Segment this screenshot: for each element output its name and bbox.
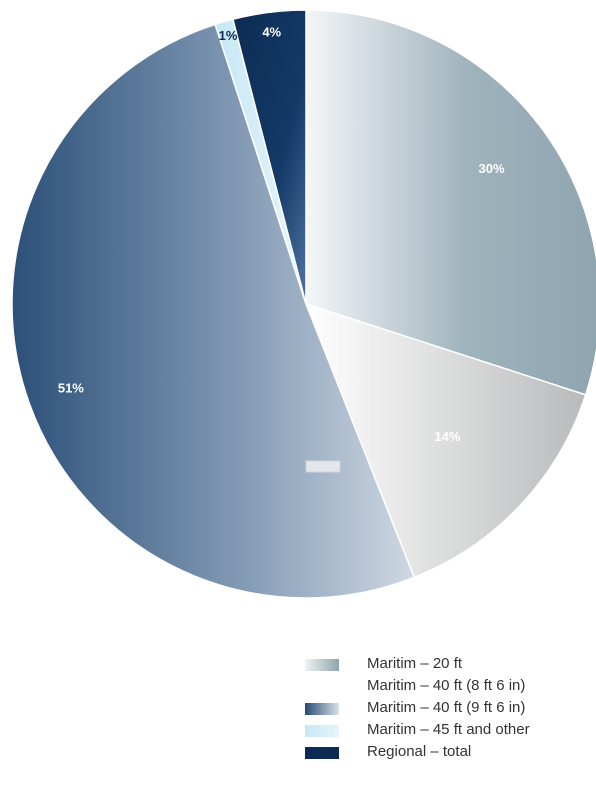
legend-label: Maritim – 45 ft and other: [367, 721, 530, 738]
pie-slice: [11, 23, 416, 599]
legend-label: Maritim – 40 ft (8 ft 6 in): [367, 677, 526, 694]
pie-slice: [304, 302, 587, 579]
slice-label: 30%: [479, 161, 505, 176]
legend-label: Regional – total: [367, 743, 472, 760]
legend-item-maritim-40ft-8ft6in: Maritim – 40 ft (8 ft 6 in): [305, 676, 595, 698]
legend-swatch: [305, 703, 339, 715]
legend-item-maritim-20ft: Maritim – 20 ft: [305, 654, 595, 676]
legend-label: Maritim – 40 ft (9 ft 6 in): [367, 699, 526, 716]
legend-item-regional-total: Regional – total: [305, 742, 595, 764]
legend-item-maritim-45ft-other: Maritim – 45 ft and other: [305, 720, 595, 742]
pie-slice: [231, 9, 307, 305]
slice-label: 1%: [219, 28, 238, 43]
legend: Maritim – 20 ft Maritim – 40 ft (8 ft 6 …: [305, 654, 595, 764]
legend-swatch: [305, 659, 339, 671]
slice-label: 4%: [262, 25, 281, 40]
slice-label: 14%: [434, 429, 460, 444]
legend-swatch: [305, 747, 339, 759]
legend-swatch: [305, 725, 339, 737]
legend-label: Maritim – 20 ft: [367, 655, 463, 672]
pie-slice: [305, 9, 596, 396]
slice-label: 51%: [58, 381, 84, 396]
pie-chart: 30% 14% 51% 1% 4%: [11, 9, 596, 599]
center-artifact: [305, 460, 341, 473]
legend-item-maritim-40ft-9ft6in: Maritim – 40 ft (9 ft 6 in): [305, 698, 595, 720]
